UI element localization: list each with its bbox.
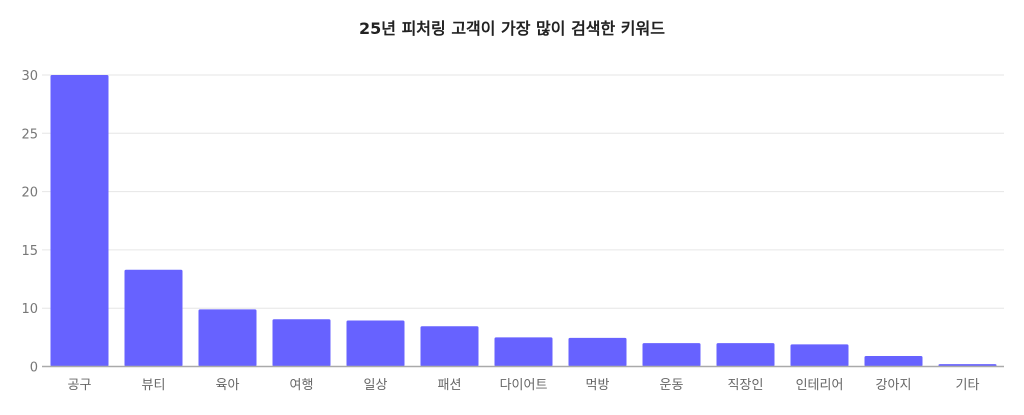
bar-패션: [420, 326, 479, 367]
bar-먹방: [568, 337, 627, 367]
bar-여행: [272, 319, 331, 367]
x-tick-label: 강아지: [876, 378, 912, 393]
x-tick-label: 직장인: [728, 378, 764, 393]
x-tick-label: 다이어트: [500, 378, 548, 393]
x-tick-label: 기타: [956, 378, 980, 393]
x-axis: 공구 뷰티 육아 여행 일상 패션 다이어트 먹방 운동 직장인 인테리어 강아지 기타: [68, 377, 980, 393]
bar-강아지: [864, 356, 923, 367]
bar-공구: [50, 75, 109, 367]
y-tick-label: 10: [21, 302, 38, 317]
bars: [50, 75, 997, 367]
x-tick-label: 패션: [438, 378, 462, 393]
x-tick-label: 여행: [290, 377, 314, 393]
bar-다이어트: [494, 337, 553, 367]
x-tick-label: 일상: [364, 378, 388, 393]
x-tick-label: 인테리어: [796, 378, 844, 393]
bar-운동: [642, 343, 701, 367]
x-tick-label: 육아: [216, 378, 240, 393]
y-axis: 0 10 15 20 25 30: [21, 69, 38, 376]
bar-일상: [346, 320, 405, 367]
x-tick-label: 운동: [660, 378, 684, 393]
chart-title: 25년 피처링 고객이 가장 많이 검색한 키워드: [359, 19, 665, 38]
bar-육아: [198, 309, 257, 367]
bar-인테리어: [790, 344, 849, 367]
gridlines: [42, 74, 1004, 309]
x-tick-label: 뷰티: [142, 378, 166, 393]
y-tick-label: 15: [21, 244, 38, 259]
y-tick-label: 20: [21, 186, 38, 201]
bar-직장인: [716, 343, 775, 367]
y-tick-label: 0: [30, 361, 38, 376]
bar-뷰티: [124, 269, 183, 367]
x-tick-label: 먹방: [586, 378, 610, 393]
x-tick-label: 공구: [68, 378, 92, 393]
y-tick-label: 25: [21, 127, 38, 142]
y-tick-label: 30: [21, 69, 38, 84]
